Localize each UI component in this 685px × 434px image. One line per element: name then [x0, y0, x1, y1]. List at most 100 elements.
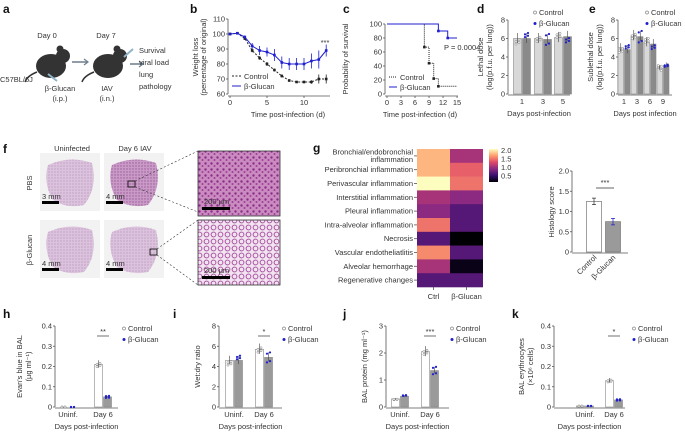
e-data-point	[640, 29, 643, 33]
y-tick-label: 0	[378, 90, 382, 99]
j-data-point	[431, 366, 435, 369]
i-bar-control	[255, 348, 264, 408]
d-bar-control	[554, 37, 563, 95]
k-data-point	[615, 399, 619, 402]
zoom-guide-line	[156, 254, 199, 286]
j-data-point	[422, 350, 426, 353]
e-bar-control	[630, 35, 637, 95]
x-tick-label: 1	[520, 97, 524, 106]
e-bar-glucan	[637, 36, 644, 95]
arrow-head	[138, 60, 144, 68]
b-point	[273, 68, 276, 72]
i-data-point	[265, 352, 269, 355]
y-tick-label: 0	[212, 403, 216, 412]
day7-label: Day 7	[96, 31, 116, 40]
x-tick-label: 15	[453, 98, 461, 107]
h-bar-control	[94, 364, 103, 408]
i-data-point	[268, 360, 272, 363]
y-tick-label: 100	[369, 20, 382, 29]
e-data-point	[624, 47, 627, 50]
b-point	[280, 61, 284, 64]
mouse-head	[113, 49, 127, 63]
treatment-route-label: (i.p.)	[53, 94, 69, 103]
e-bar-glucan	[650, 43, 657, 95]
j-significance: ***	[426, 327, 435, 336]
histology-zoom-image	[197, 219, 281, 286]
j-data-point	[404, 394, 408, 397]
b-x-label: Time post-infection (d)	[251, 110, 326, 119]
scale-bar	[42, 268, 59, 271]
y-tick-label: 1.5	[559, 187, 569, 196]
h-x-label: Days post-infection	[55, 422, 119, 431]
h-bar-glucan	[103, 396, 112, 408]
x-tick-label: Day 6	[420, 410, 440, 419]
x-tick-label: 3	[635, 97, 639, 106]
y-tick-label: 40	[374, 62, 382, 71]
heatmap-cell	[450, 245, 483, 260]
e-data-point	[640, 39, 643, 43]
h-data-point	[95, 365, 99, 368]
d-bar-glucan	[522, 38, 531, 95]
mouse-icon	[24, 45, 70, 83]
syringe-icon	[47, 73, 58, 82]
e-y-label: Sublethal dose	[586, 32, 595, 82]
b-point	[302, 80, 306, 84]
lung-section-image	[110, 226, 158, 274]
mouse-head	[56, 49, 70, 63]
scale-bar-label: 200 µm	[204, 197, 229, 206]
heatmap-cell	[450, 149, 483, 164]
infection-route-label: (i.n.)	[100, 94, 116, 103]
e-data-point	[617, 48, 621, 52]
b-point	[258, 56, 261, 60]
d-data-point	[558, 31, 562, 35]
lung-section-image	[46, 226, 94, 274]
x-tick-label: 0	[228, 98, 232, 107]
e-bar-glucan	[624, 49, 631, 95]
d-data-point	[526, 31, 530, 35]
c-censor-point	[432, 77, 435, 80]
j-data-point	[434, 365, 438, 369]
k-data-point	[577, 404, 581, 408]
heatmap-cell	[450, 218, 483, 233]
heatmap-cell	[417, 273, 450, 288]
k-x-label: Days post-infection	[558, 422, 622, 431]
mouse-tail	[24, 71, 38, 83]
e-bar-control	[656, 67, 663, 95]
j-x-label: Days post-infection	[386, 422, 450, 431]
x-tick-label: Day 6	[93, 410, 113, 419]
heatmap-cell	[450, 176, 483, 191]
h-data-point	[69, 405, 73, 409]
b-point	[295, 80, 298, 84]
c-censor-point	[446, 36, 450, 40]
histology-zoom-image	[197, 150, 281, 217]
c-series-glucan	[387, 23, 458, 39]
c-x-label: Time post-infection (d)	[383, 110, 458, 119]
heatmap-cell	[450, 162, 483, 177]
y-tick-label: 2.0	[559, 167, 569, 176]
y-tick-label: 80	[217, 60, 225, 69]
j-bar-control	[421, 351, 430, 408]
i-data-point	[235, 355, 239, 359]
e-data-point	[656, 64, 660, 67]
h-data-point	[98, 362, 102, 365]
arrow-head	[83, 58, 89, 66]
readout-label: pathology	[139, 82, 172, 91]
panel-label-c: c	[343, 2, 350, 16]
y-tick-label: 1.0	[559, 207, 569, 216]
heatmap-cell	[417, 190, 450, 205]
heatmap-cell	[417, 204, 450, 219]
j-data-point	[392, 397, 396, 401]
heatmap-cell	[417, 218, 450, 233]
e-data-point	[643, 38, 647, 41]
k-y-label: BAL erythrocytes	[517, 338, 526, 395]
b-point	[295, 62, 298, 66]
e-data-point	[663, 64, 666, 67]
j-bar-glucan	[400, 395, 409, 408]
panel-label-f: f	[3, 142, 8, 156]
k-significance: *	[613, 327, 616, 336]
histology-bar-glucan	[605, 221, 621, 253]
e-y-label: (log(p.f.u. per lung))	[595, 24, 604, 90]
j-data-point	[431, 373, 435, 376]
y-tick-label: 3	[379, 322, 383, 331]
